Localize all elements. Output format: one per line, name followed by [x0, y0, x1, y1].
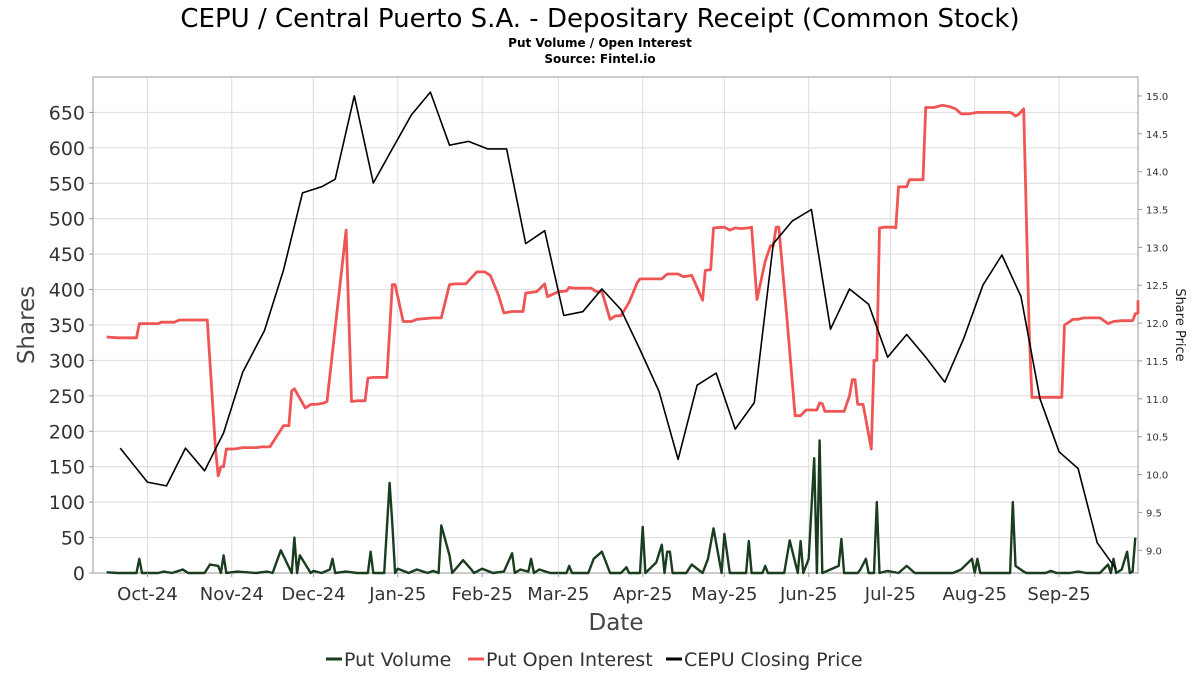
y-tick-label: 150	[49, 457, 85, 479]
chart-title: CEPU / Central Puerto S.A. - Depositary …	[180, 4, 1019, 34]
series-line-put-open-interest	[106, 103, 1140, 478]
x-tick-label: Nov-24	[200, 584, 264, 605]
y2-axis-label: Share Price	[1172, 288, 1187, 361]
x-axis-label: Date	[589, 610, 644, 636]
y-tick-label: 250	[49, 386, 85, 408]
series-line-cepu-closing-price	[119, 91, 1117, 570]
x-tick-label: Mar-25	[527, 584, 589, 605]
x-tick-label: May-25	[691, 584, 757, 605]
y2-tick-label: 11.0	[1146, 395, 1168, 406]
series-layer	[106, 91, 1140, 575]
x-axis: Oct-24 Nov-24 Dec-24 Jan-25 Feb-25 Mar-25 Apr-…	[117, 573, 1091, 605]
x-tick-label: Sep-25	[1027, 584, 1090, 605]
y2-tick-label: 11.5	[1146, 357, 1168, 368]
series-line-put-volume	[106, 439, 1137, 575]
x-tick-label: Apr-25	[613, 584, 672, 605]
x-tick-label: Aug-25	[942, 584, 1007, 605]
y-axis-left: 0 50 100 150 200 250 300 350 400 450 500 550 600 650	[49, 102, 93, 585]
y2-tick-label: 9.5	[1146, 508, 1162, 519]
y-axis-label: Shares	[14, 286, 40, 364]
y2-tick-label: 14.0	[1146, 168, 1168, 179]
legend: Put Volume Put Open Interest CEPU Closing …	[326, 649, 863, 671]
y2-tick-label: 13.5	[1146, 206, 1168, 217]
y2-tick-label: 13.0	[1146, 243, 1168, 254]
y-tick-label: 0	[73, 563, 85, 585]
chart-subtitle: Put Volume / Open Interest	[508, 36, 692, 50]
y-tick-label: 550	[49, 173, 85, 195]
legend-label: CEPU Closing Price	[684, 649, 863, 671]
y2-tick-label: 12.0	[1146, 319, 1168, 330]
legend-label: Put Open Interest	[486, 649, 653, 671]
y-tick-label: 600	[49, 138, 85, 160]
y2-tick-label: 12.5	[1146, 281, 1168, 292]
y-tick-label: 400	[49, 280, 85, 302]
legend-label: Put Volume	[344, 649, 451, 671]
y-tick-label: 450	[49, 244, 85, 266]
y-tick-label: 300	[49, 350, 85, 372]
y2-tick-label: 10.0	[1146, 471, 1168, 482]
y2-tick-label: 10.5	[1146, 433, 1168, 444]
x-tick-label: Oct-24	[117, 584, 178, 605]
x-tick-label: Feb-25	[452, 584, 513, 605]
grid	[93, 77, 1138, 574]
y-tick-label: 350	[49, 315, 85, 337]
y2-tick-label: 15.0	[1146, 92, 1168, 103]
y-tick-label: 200	[49, 421, 85, 443]
y2-tick-label: 9.0	[1146, 546, 1162, 557]
y-tick-label: 100	[49, 492, 85, 514]
y-tick-label: 500	[49, 209, 85, 231]
x-tick-label: Dec-24	[281, 584, 345, 605]
y-tick-label: 50	[61, 528, 85, 550]
y-tick-label: 650	[49, 102, 85, 124]
x-tick-label: Jul-25	[864, 584, 916, 605]
y2-tick-label: 14.5	[1146, 130, 1168, 141]
y-axis-right: 9.0 9.5 10.0 10.5 11.0 11.5 12.0 12.5 13.0 13.5 14…	[1138, 92, 1168, 557]
x-tick-label: Jun-25	[779, 584, 838, 605]
x-tick-label: Jan-25	[368, 584, 426, 605]
chart-source: Source: Fintel.io	[544, 52, 655, 66]
